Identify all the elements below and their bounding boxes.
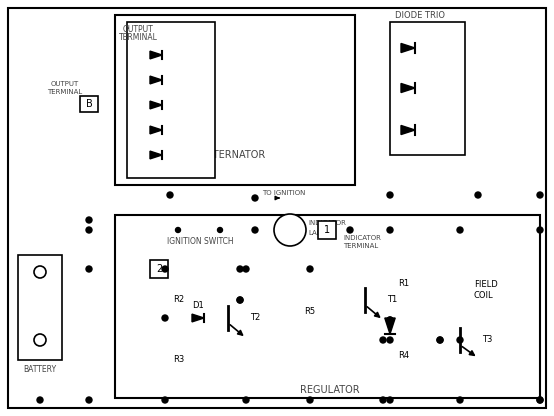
- Circle shape: [387, 337, 393, 343]
- Polygon shape: [192, 314, 204, 322]
- Circle shape: [387, 397, 393, 403]
- Circle shape: [34, 266, 46, 278]
- Text: R4: R4: [398, 351, 409, 359]
- Text: IGNITION SWITCH: IGNITION SWITCH: [167, 238, 233, 247]
- Circle shape: [252, 227, 258, 233]
- Polygon shape: [150, 76, 162, 84]
- Circle shape: [237, 297, 243, 303]
- Circle shape: [457, 337, 463, 343]
- Text: ALTERNATOR: ALTERNATOR: [203, 150, 266, 160]
- Text: R5: R5: [305, 307, 316, 317]
- Circle shape: [37, 397, 43, 403]
- Circle shape: [162, 397, 168, 403]
- Circle shape: [167, 192, 173, 198]
- Text: -: -: [38, 335, 42, 345]
- Polygon shape: [150, 151, 162, 159]
- Circle shape: [86, 397, 92, 403]
- Bar: [115, 15, 355, 185]
- Circle shape: [252, 195, 258, 201]
- Polygon shape: [150, 101, 162, 109]
- Polygon shape: [150, 126, 162, 134]
- Text: LAMP: LAMP: [308, 230, 327, 236]
- Circle shape: [162, 266, 168, 272]
- Polygon shape: [401, 84, 415, 92]
- Circle shape: [307, 266, 313, 272]
- Circle shape: [347, 227, 353, 233]
- Circle shape: [86, 266, 92, 272]
- Text: TERMINAL: TERMINAL: [119, 34, 157, 42]
- Text: B: B: [86, 99, 93, 109]
- Circle shape: [176, 228, 181, 233]
- Text: T3: T3: [482, 335, 493, 344]
- Circle shape: [537, 397, 543, 403]
- Circle shape: [387, 317, 393, 323]
- Text: BATTERY: BATTERY: [23, 366, 57, 374]
- Circle shape: [380, 397, 386, 403]
- Circle shape: [457, 397, 463, 403]
- Circle shape: [380, 337, 386, 343]
- Text: T1: T1: [387, 295, 397, 305]
- Circle shape: [437, 337, 443, 343]
- Circle shape: [237, 266, 243, 272]
- Text: FIELD
COIL: FIELD COIL: [474, 280, 497, 300]
- Circle shape: [243, 266, 249, 272]
- Circle shape: [537, 192, 543, 198]
- Bar: [18, 255, 62, 360]
- Bar: [150, 260, 168, 278]
- Circle shape: [387, 192, 393, 198]
- Circle shape: [274, 214, 306, 246]
- Text: R1: R1: [398, 278, 409, 287]
- Text: +: +: [36, 267, 44, 277]
- Circle shape: [537, 227, 543, 233]
- Text: 2: 2: [156, 264, 162, 274]
- Circle shape: [537, 397, 543, 403]
- Polygon shape: [401, 43, 415, 52]
- Text: D1: D1: [192, 302, 204, 310]
- Circle shape: [307, 397, 313, 403]
- Text: INDICATOR
TERMINAL: INDICATOR TERMINAL: [343, 235, 381, 248]
- Circle shape: [457, 227, 463, 233]
- Text: DIODE TRIO: DIODE TRIO: [395, 10, 445, 20]
- Bar: [115, 215, 540, 398]
- Circle shape: [86, 227, 92, 233]
- Circle shape: [218, 228, 223, 233]
- Circle shape: [86, 217, 92, 223]
- Circle shape: [387, 317, 393, 323]
- Circle shape: [34, 334, 46, 346]
- Text: REGULATOR: REGULATOR: [300, 385, 360, 395]
- Text: R2: R2: [173, 295, 184, 305]
- Circle shape: [243, 397, 249, 403]
- Circle shape: [437, 337, 443, 343]
- Text: TO IGNITION: TO IGNITION: [262, 190, 305, 196]
- Circle shape: [162, 315, 168, 321]
- Circle shape: [475, 192, 481, 198]
- Text: OUTPUT: OUTPUT: [122, 25, 153, 35]
- Text: 1: 1: [324, 225, 330, 235]
- Circle shape: [237, 297, 243, 303]
- Circle shape: [387, 227, 393, 233]
- Bar: [318, 221, 336, 239]
- Text: OUTPUT
TERMINAL: OUTPUT TERMINAL: [48, 82, 83, 94]
- Text: INDICATOR: INDICATOR: [308, 220, 346, 226]
- Text: R3: R3: [173, 356, 184, 364]
- Polygon shape: [150, 51, 162, 59]
- Polygon shape: [401, 126, 415, 134]
- Bar: [127, 22, 215, 178]
- Polygon shape: [385, 318, 395, 334]
- Text: A: A: [285, 223, 295, 238]
- Bar: [390, 22, 465, 155]
- Bar: [80, 96, 98, 112]
- Text: T2: T2: [250, 314, 260, 322]
